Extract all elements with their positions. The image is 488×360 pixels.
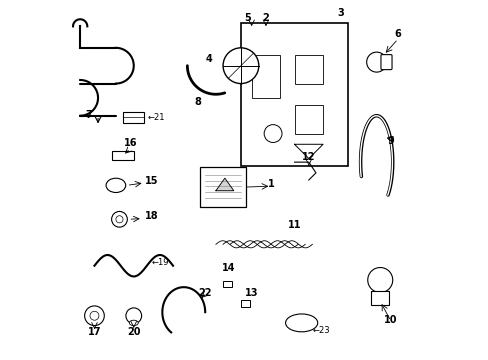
Ellipse shape bbox=[106, 178, 125, 193]
Text: 20: 20 bbox=[127, 327, 140, 337]
Text: 10: 10 bbox=[384, 315, 397, 325]
Ellipse shape bbox=[90, 311, 99, 320]
Text: 8: 8 bbox=[194, 97, 201, 107]
Text: 2: 2 bbox=[262, 13, 269, 23]
Text: ←19: ←19 bbox=[151, 258, 169, 267]
Text: 3: 3 bbox=[337, 8, 344, 18]
Text: 15: 15 bbox=[144, 176, 158, 185]
Text: 12: 12 bbox=[302, 152, 315, 162]
Circle shape bbox=[125, 308, 142, 324]
Text: 7: 7 bbox=[85, 111, 92, 120]
Circle shape bbox=[367, 267, 392, 293]
Text: 22: 22 bbox=[198, 288, 211, 298]
Text: 1: 1 bbox=[267, 179, 274, 189]
FancyBboxPatch shape bbox=[370, 291, 388, 305]
FancyBboxPatch shape bbox=[294, 105, 323, 134]
Circle shape bbox=[223, 48, 258, 84]
FancyBboxPatch shape bbox=[112, 152, 134, 160]
Text: ←23: ←23 bbox=[312, 325, 329, 334]
Text: 16: 16 bbox=[123, 138, 137, 148]
FancyBboxPatch shape bbox=[251, 55, 280, 98]
Circle shape bbox=[366, 52, 386, 72]
Circle shape bbox=[264, 125, 282, 143]
FancyBboxPatch shape bbox=[200, 167, 246, 207]
Ellipse shape bbox=[129, 320, 138, 325]
Circle shape bbox=[111, 211, 127, 227]
FancyBboxPatch shape bbox=[380, 55, 391, 69]
Text: 9: 9 bbox=[387, 136, 393, 146]
Text: 4: 4 bbox=[205, 54, 212, 64]
Text: 17: 17 bbox=[87, 327, 101, 337]
Circle shape bbox=[116, 216, 123, 223]
Text: 14: 14 bbox=[221, 263, 235, 273]
Text: 13: 13 bbox=[244, 288, 258, 298]
FancyBboxPatch shape bbox=[223, 281, 231, 287]
Text: ←21: ←21 bbox=[148, 113, 165, 122]
Ellipse shape bbox=[285, 314, 317, 332]
Ellipse shape bbox=[84, 306, 104, 325]
Text: 6: 6 bbox=[394, 29, 401, 39]
Text: 11: 11 bbox=[287, 220, 301, 230]
FancyBboxPatch shape bbox=[294, 55, 323, 84]
FancyBboxPatch shape bbox=[241, 300, 249, 307]
FancyBboxPatch shape bbox=[123, 112, 144, 123]
Text: 18: 18 bbox=[144, 211, 158, 221]
Polygon shape bbox=[216, 178, 233, 191]
FancyBboxPatch shape bbox=[241, 23, 347, 166]
Text: 5: 5 bbox=[244, 13, 251, 23]
